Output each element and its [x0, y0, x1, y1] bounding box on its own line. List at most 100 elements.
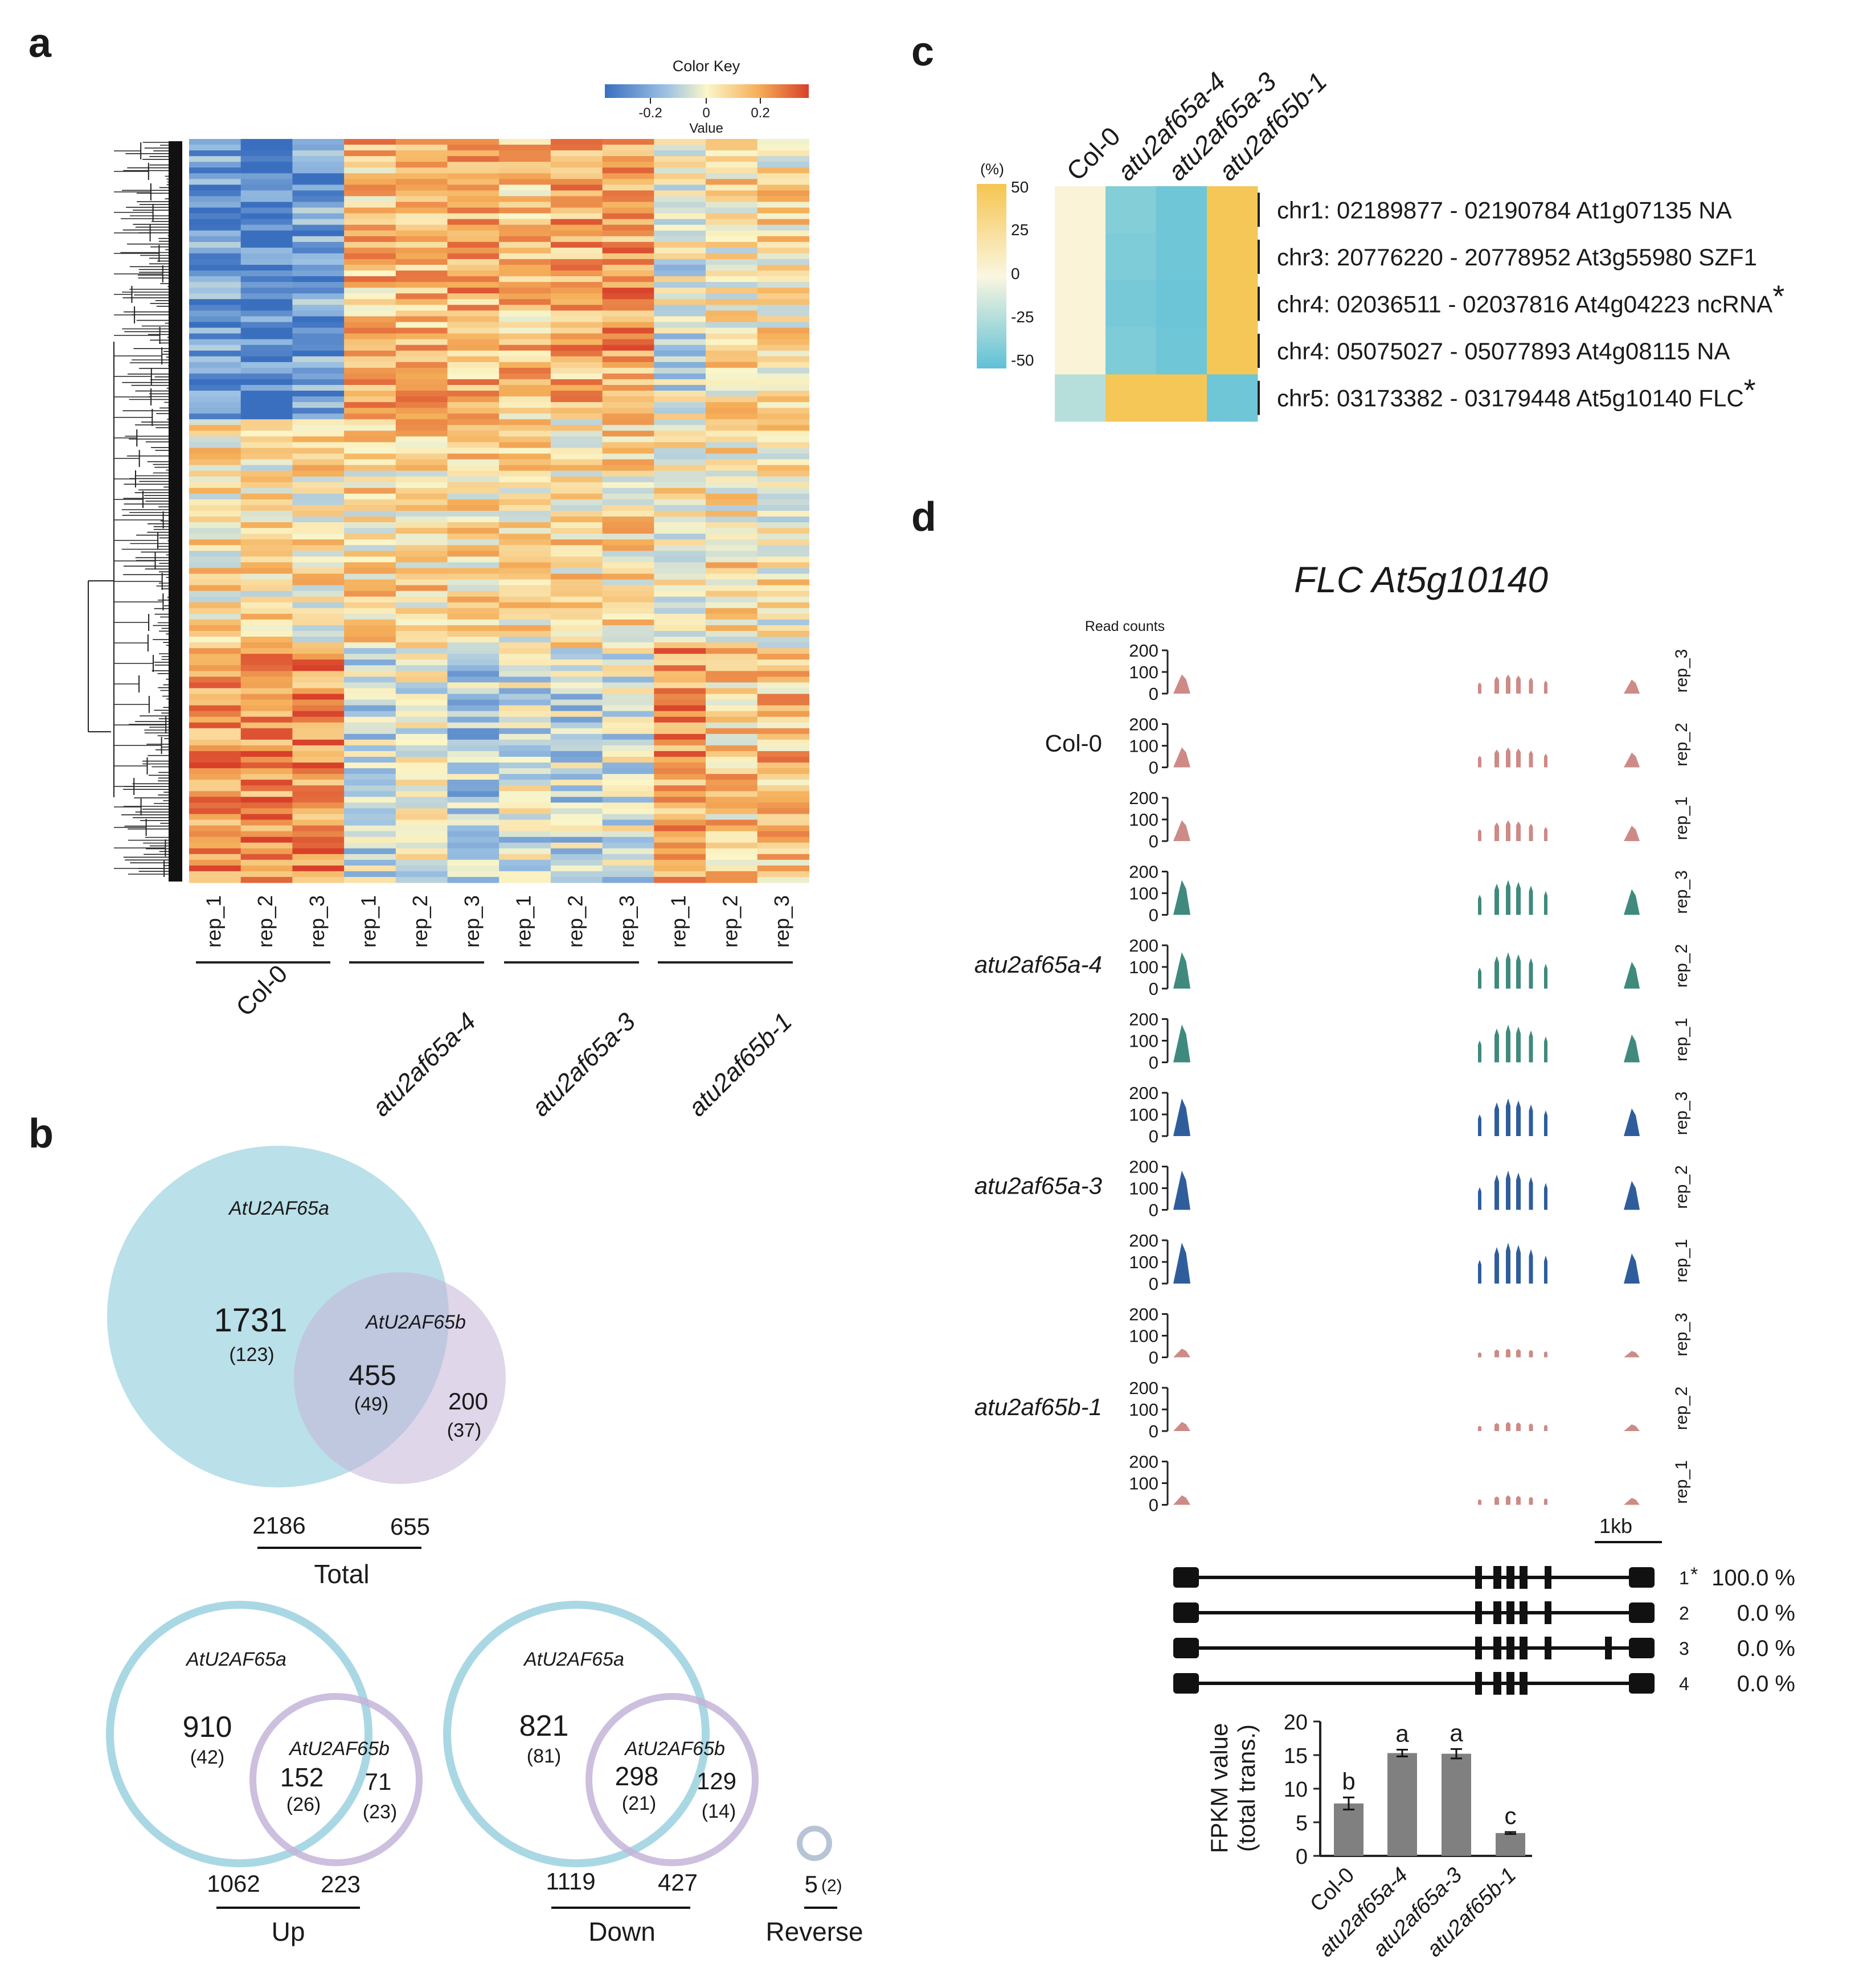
heatmap-cell [499, 139, 551, 145]
heatmap-cell [706, 854, 758, 860]
heatmap-cell [499, 379, 551, 386]
heatmap-cell [706, 162, 758, 168]
coverage-peak [1529, 1030, 1533, 1063]
heatmap-cell [344, 711, 396, 718]
heatmap-cell [499, 528, 551, 534]
heatmap-cell [706, 780, 758, 786]
heatmap-cell [344, 819, 396, 826]
heatmap-cell [550, 265, 603, 271]
track-axis-tick-label: 100 [1129, 957, 1158, 977]
heatmap-cell [757, 528, 809, 534]
heatmap-cell [395, 247, 448, 254]
heatmap-cell [654, 802, 706, 809]
heatmap-cell [602, 185, 654, 191]
heatmap-cell [240, 642, 293, 649]
heatmap-cell [654, 613, 706, 620]
heatmap-cell [395, 276, 448, 282]
heatmap-cell [706, 350, 758, 357]
heatmap-cell [499, 150, 551, 157]
heatmap-cell [706, 236, 758, 243]
track-axis-tick-label: 100 [1129, 1105, 1158, 1125]
heatmap-cell [447, 362, 499, 368]
transcript-percent: 0.0 % [1737, 1671, 1795, 1696]
heatmap-cell [240, 665, 293, 671]
color-key-tick-label: 0.2 [751, 105, 769, 121]
panel-label-a: a [28, 21, 52, 66]
coverage-peak [1624, 1034, 1640, 1063]
heatmap-cell [706, 528, 758, 534]
heatmap-cell [706, 408, 758, 414]
heatmap-cell [499, 173, 551, 179]
heatmap-cell [189, 539, 241, 546]
heatmap-cell [499, 728, 551, 735]
track-rep-label: rep_1 [1672, 1018, 1691, 1061]
heatmap-cell [189, 448, 241, 454]
heatmap-cell [447, 482, 499, 489]
heatmap-cell [706, 442, 758, 448]
transcript-percent: 0.0 % [1737, 1601, 1795, 1626]
heatmap-cell [447, 637, 499, 643]
heatmap-cell [602, 253, 654, 260]
heatmap-cell [292, 688, 345, 694]
heatmap-cell [240, 150, 293, 157]
heatmap-cell [447, 556, 499, 563]
heatmap-cell [447, 350, 499, 357]
heatmap-cell [602, 408, 654, 414]
heatmap-cell [447, 785, 499, 792]
heatmap-cell [602, 207, 654, 214]
heatmap-cell [499, 665, 551, 671]
heatmap-cell [602, 694, 654, 700]
heatmap-cell [499, 167, 551, 174]
heatmap-cell [706, 391, 758, 397]
heatmap-cell [344, 791, 396, 797]
psi-row-label: chr3: 20776220 - 20778952 At3g55980 SZF1 [1277, 244, 1757, 270]
heatmap-cell [344, 333, 396, 340]
heatmap-cell [757, 848, 809, 855]
heatmap-cell [706, 630, 758, 637]
coverage-peak [1624, 826, 1640, 841]
heatmap-cell [654, 876, 706, 883]
heatmap-cell [292, 448, 345, 454]
heatmap-cell [189, 265, 241, 271]
heatmap-cell [654, 819, 706, 826]
heatmap-cell [189, 568, 241, 575]
heatmap-cell [499, 625, 551, 632]
track-genotype-label: atu2af65a-4 [974, 951, 1102, 978]
heatmap-cell [550, 482, 603, 489]
heatmap-cell [499, 350, 551, 357]
heatmap-cell [550, 316, 603, 322]
heatmap-col-rep-label: rep_3 [770, 895, 793, 948]
heatmap-cell [706, 436, 758, 442]
coverage-peak [1506, 1495, 1510, 1505]
heatmap-cell [447, 470, 499, 477]
heatmap-cell [292, 413, 345, 420]
heatmap-cell [654, 556, 706, 563]
heatmap-cell [654, 202, 706, 208]
heatmap-cell [292, 528, 345, 534]
heatmap-cell [550, 362, 603, 368]
coverage-peak [1506, 1024, 1510, 1063]
heatmap-cell [189, 654, 241, 660]
heatmap-cell [499, 253, 551, 260]
heatmap-cell [602, 162, 654, 168]
heatmap-cell [395, 579, 448, 586]
heatmap-cell [189, 442, 241, 448]
heatmap-cell [499, 356, 551, 363]
venn-down-only-a: 821 [519, 1710, 569, 1743]
heatmap-cell [757, 162, 809, 168]
heatmap-cell [654, 247, 706, 254]
heatmap-cell [395, 596, 448, 603]
heatmap-cell [757, 316, 809, 322]
track-rep-label: rep_2 [1672, 944, 1691, 988]
heatmap-cell [189, 413, 241, 420]
heatmap-cell [292, 534, 345, 540]
heatmap-cell [550, 808, 603, 814]
heatmap-cell [344, 162, 396, 168]
track-axis-tick-label: 0 [1149, 905, 1158, 925]
heatmap-cell [499, 568, 551, 575]
heatmap-cell [757, 630, 809, 637]
heatmap-cell [344, 728, 396, 735]
heatmap-cell [189, 763, 241, 769]
heatmap-cell [240, 545, 293, 551]
heatmap-cell [757, 505, 809, 511]
